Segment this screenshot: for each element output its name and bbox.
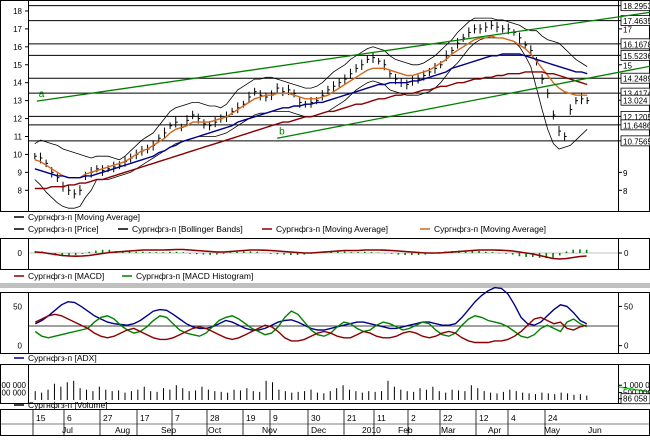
day-tick-label: 21 bbox=[347, 413, 357, 423]
month-label: May bbox=[544, 425, 561, 435]
right-tick-label: 17 bbox=[623, 25, 632, 34]
left-tick-label: 16 bbox=[13, 43, 22, 52]
legend-label: Сургнфгз-п [MACD Histogram] bbox=[136, 271, 253, 281]
trendline-a bbox=[36, 11, 650, 102]
legend-label: Сургнфгз-п [MACD] bbox=[28, 271, 104, 281]
legend-label: Сургнфгз-п [Bollinger Bands] bbox=[132, 224, 243, 234]
volume-trendline bbox=[618, 386, 650, 393]
macd-line bbox=[35, 248, 587, 260]
month-label: Feb bbox=[398, 425, 413, 435]
left-tick-label: 13 bbox=[13, 97, 22, 106]
month-label: Jun bbox=[588, 425, 602, 435]
month-label: Aug bbox=[115, 425, 130, 435]
day-tick-label: 9 bbox=[273, 413, 278, 423]
day-tick-label: 4 bbox=[511, 413, 516, 423]
left-tick-label: 15 bbox=[13, 61, 22, 70]
day-tick-label: 22 bbox=[443, 413, 453, 423]
volume-right-tick-label: 500 000 bbox=[623, 389, 650, 398]
left-tick-label: 17 bbox=[13, 25, 22, 34]
right-tick-label: 15.5236 bbox=[623, 52, 650, 61]
legend-label: Сургнфгз-п [Moving Average] bbox=[28, 212, 140, 222]
right-tick-label: 11.6486 bbox=[623, 121, 650, 130]
price-level-box bbox=[620, 135, 650, 147]
day-tick-label: 24 bbox=[548, 413, 558, 423]
right-tick-label: 12.1205 bbox=[623, 113, 650, 122]
volume-left-tick-label: 00 000 bbox=[2, 381, 27, 390]
month-label: Mar bbox=[441, 425, 456, 435]
day-tick-label: 6 bbox=[67, 413, 72, 423]
right-tick-label: 18.2953 bbox=[623, 2, 650, 11]
moving-average-line bbox=[34, 35, 588, 179]
price-level-box bbox=[620, 0, 650, 12]
day-tick-label: 28 bbox=[210, 413, 220, 423]
price-level-box bbox=[620, 94, 650, 106]
trendline-label-a: a bbox=[39, 89, 45, 100]
day-tick-label: 27 bbox=[103, 413, 113, 423]
legend-label: Сургнфгз-п [Moving Average] bbox=[434, 224, 546, 234]
macd-right-tick-label: 0 bbox=[624, 249, 629, 258]
right-tick-label: 8 bbox=[623, 187, 628, 196]
macd-left-tick-label: 0 bbox=[18, 249, 23, 258]
right-tick-label: 16.1678 bbox=[623, 40, 650, 49]
price-level-box bbox=[620, 119, 650, 131]
month-label: Oct bbox=[208, 425, 222, 435]
panel-separator bbox=[0, 283, 650, 288]
right-tick-label: 10.7565 bbox=[623, 137, 650, 146]
adx-line bbox=[34, 313, 587, 344]
month-label: Jul bbox=[62, 425, 73, 435]
right-tick-label: 14.2489 bbox=[623, 75, 650, 84]
left-tick-label: 12 bbox=[13, 115, 22, 124]
price-level-box bbox=[620, 38, 650, 50]
left-tick-label: 10 bbox=[13, 150, 22, 159]
day-tick-label: 17 bbox=[140, 413, 150, 423]
price-level-box bbox=[620, 49, 650, 61]
month-label: Sep bbox=[161, 425, 176, 435]
right-tick-label: 9 bbox=[623, 169, 628, 178]
legend-label: Сургнфгз-п [Volume] bbox=[28, 400, 108, 410]
day-tick-label: 11 bbox=[377, 413, 386, 423]
moving-average-line bbox=[34, 53, 588, 179]
day-tick-label: 30 bbox=[311, 413, 321, 423]
legend-label: Сургнфгз-п [Price] bbox=[28, 224, 99, 234]
price-level-box bbox=[620, 72, 650, 84]
adx-right-tick-label: 50 bbox=[624, 302, 633, 311]
right-tick-label: 13.024 bbox=[623, 97, 648, 106]
day-tick-label: 12 bbox=[479, 413, 489, 423]
volume-right-tick-label: 86 058 bbox=[623, 395, 648, 404]
adx-left-tick-label: 0 bbox=[18, 342, 23, 351]
volume-right-tick-label: 1 000 000 bbox=[623, 381, 650, 390]
adx-left-tick-label: 50 bbox=[13, 302, 22, 311]
trendline-label-b: b bbox=[279, 126, 285, 137]
moving-average-line bbox=[34, 71, 588, 190]
bollinger-band-line bbox=[34, 17, 588, 161]
left-tick-label: 14 bbox=[13, 79, 22, 88]
adx-right-tick-label: 0 bbox=[624, 342, 629, 351]
right-tick-label: 13.4174 bbox=[623, 90, 650, 99]
left-tick-label: 8 bbox=[18, 186, 23, 195]
volume-left-tick-label: 00 000 bbox=[2, 389, 27, 398]
day-tick-label: 2 bbox=[411, 413, 416, 423]
right-tick-label: 15 bbox=[623, 61, 632, 70]
month-label: 2010 bbox=[362, 425, 381, 435]
month-label: Dec bbox=[311, 425, 327, 435]
left-tick-label: 18 bbox=[13, 7, 22, 16]
legend-label: Сургнфгз-п [ADX] bbox=[28, 353, 97, 363]
adx-line bbox=[34, 286, 588, 331]
legend-label: Сургнфгз-п [Moving Average] bbox=[276, 224, 388, 234]
price-level-box bbox=[620, 15, 650, 26]
right-tick-label: 17.4635 bbox=[623, 17, 650, 26]
day-tick-label: 7 bbox=[175, 413, 180, 423]
trendline-b bbox=[277, 65, 650, 139]
month-label: Nov bbox=[262, 425, 278, 435]
left-tick-label: 9 bbox=[18, 168, 23, 177]
day-tick-label: 19 bbox=[246, 413, 256, 423]
day-tick-label: 15 bbox=[36, 413, 46, 423]
month-label: Apr bbox=[488, 425, 501, 435]
left-tick-label: 11 bbox=[14, 132, 23, 141]
